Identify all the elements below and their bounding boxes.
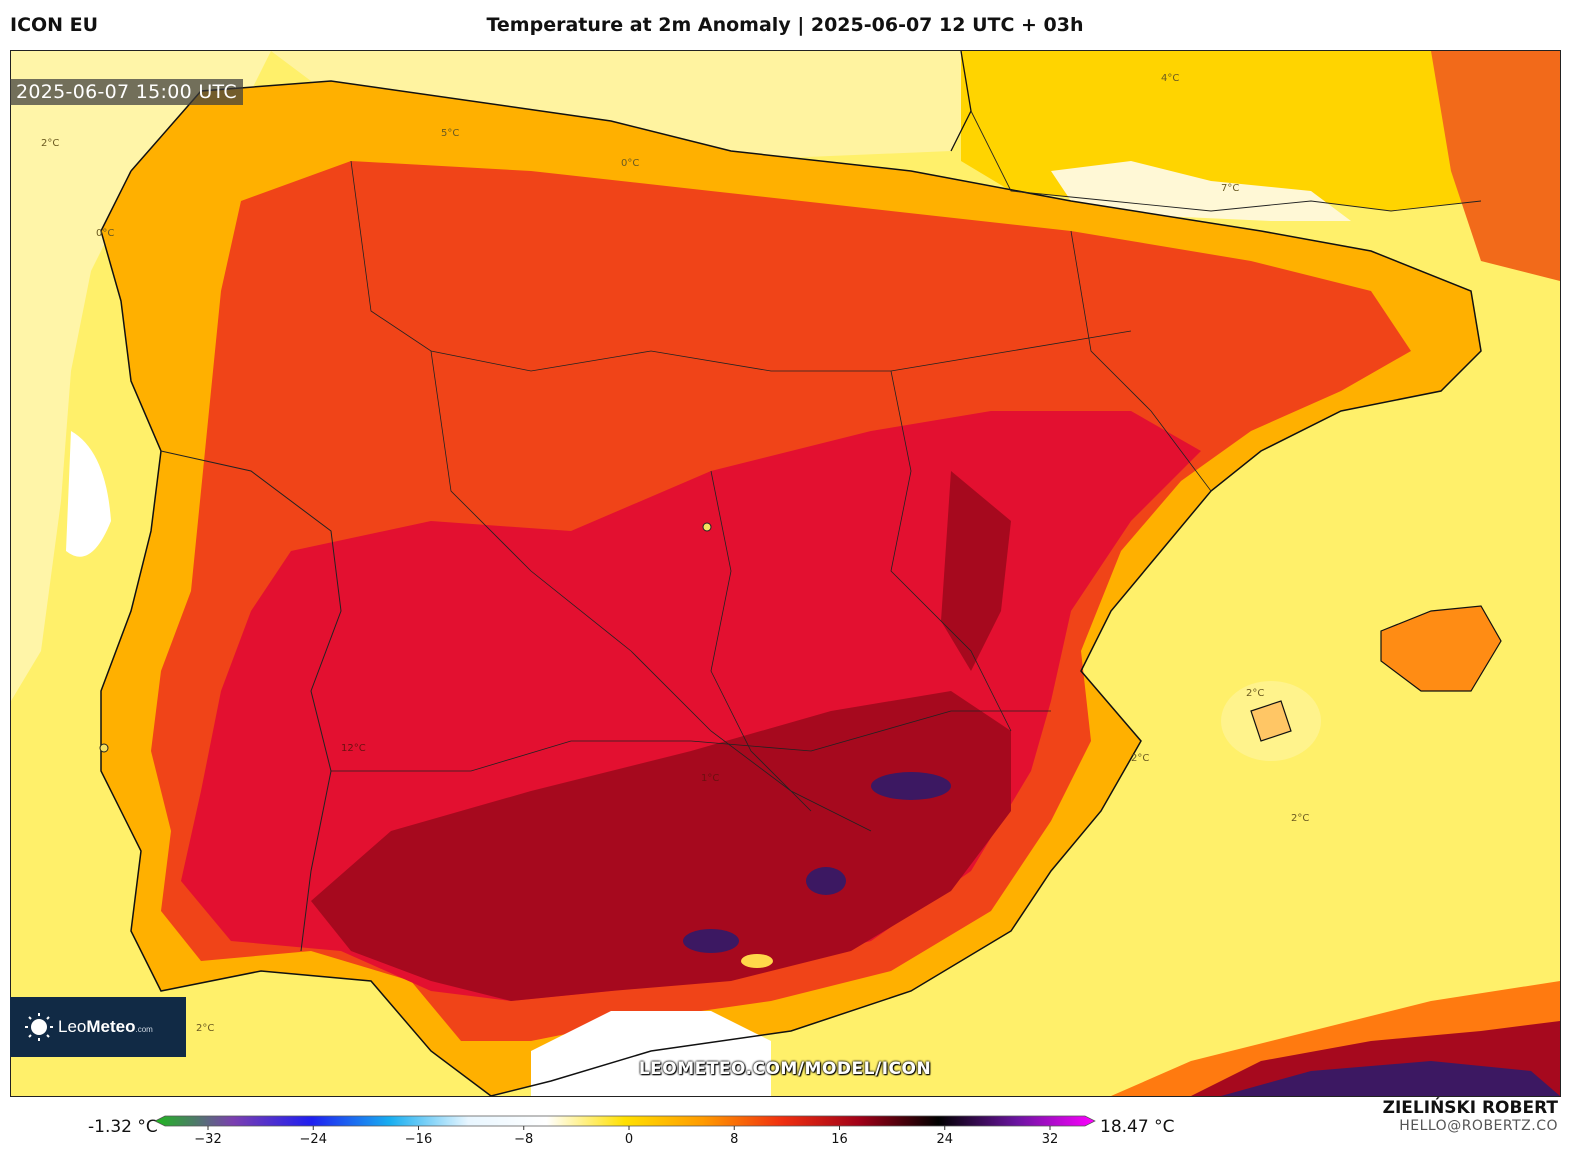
contour-label: 2°C — [1131, 753, 1149, 764]
author-name: ZIELIŃSKI ROBERT — [1382, 1098, 1558, 1118]
cool-spot — [741, 954, 773, 968]
source-watermark: LEOMETEO.COM/MODEL/ICON — [638, 1059, 932, 1079]
colorbar-tick-label: 0 — [625, 1132, 633, 1146]
region-border — [1070, 230, 1212, 492]
contour-label: 2°C — [1291, 813, 1309, 824]
colorbar-tick-label: 32 — [1042, 1132, 1059, 1146]
contour-label: 2°C — [41, 138, 59, 149]
balearic-halo — [1221, 681, 1321, 761]
city-marker-madrid — [702, 522, 712, 532]
extreme-patch — [683, 929, 739, 953]
coastline — [130, 80, 1482, 1096]
ibiza-coast — [1250, 700, 1292, 742]
valid-time-badge: 2025-06-07 15:00 UTC — [10, 79, 243, 105]
mallorca — [1381, 606, 1501, 691]
hottest-south — [311, 691, 1011, 1001]
mallorca-coast — [1380, 605, 1502, 692]
colorbar-tick-label: 8 — [730, 1132, 738, 1146]
colorbar-max-label: 18.47 °C — [1100, 1117, 1175, 1137]
map-area[interactable]: 2°C 0°C 4°C 5°C 2°C 2°C 2°C 2°C 12°C 1°C… — [10, 50, 1561, 1097]
contour-label: 2°C — [196, 1023, 214, 1034]
contour-label: 2°C — [1246, 688, 1264, 699]
logo-text: LeoMeteo.com — [58, 1017, 153, 1036]
coastline — [100, 170, 492, 1096]
colorbar-tick-label: −32 — [194, 1132, 221, 1146]
hottest-east — [941, 471, 1011, 671]
leometeo-logo[interactable]: LeoMeteo.com — [10, 997, 186, 1057]
extreme-patch — [806, 867, 846, 895]
author-credit: ZIELIŃSKI ROBERT HELLO@ROBERTZ.CO — [1383, 1098, 1558, 1134]
colorbar: −32 −24 −16 −8 0 8 16 24 32 — [150, 1104, 1100, 1150]
contour-label: 4°C — [1161, 73, 1179, 84]
contour-label: 0°C — [621, 158, 639, 169]
alboran-cool — [531, 1011, 771, 1096]
model-name: ICON EU — [10, 14, 99, 36]
pyrenees-cool — [1051, 161, 1351, 221]
contour-label: 7°C — [1221, 183, 1239, 194]
colorbar-gradient — [154, 1115, 1096, 1127]
city-marker-lisbon — [99, 743, 109, 753]
biscay-zone — [271, 51, 971, 161]
colorbar-tick-label: 24 — [936, 1132, 953, 1146]
colorbar-tick-label: −24 — [300, 1132, 327, 1146]
extreme-patch — [871, 772, 951, 800]
atlantic-zone — [11, 51, 271, 701]
border-france — [970, 110, 1482, 212]
author-email[interactable]: HELLO@ROBERTZ.CO — [1399, 1118, 1558, 1134]
sun-icon — [24, 1012, 54, 1042]
border-portugal — [160, 450, 342, 952]
contour-label: 5°C — [441, 128, 459, 139]
colorbar-min-label: -1.32 °C — [88, 1117, 158, 1137]
contour-label: 0°C — [96, 228, 114, 239]
colorbar-tick-label: −16 — [405, 1132, 432, 1146]
colorbar-tick-label: −8 — [514, 1132, 533, 1146]
contour-label: 1°C — [701, 773, 719, 784]
colorbar-tick-label: 16 — [831, 1132, 848, 1146]
contour-label: 12°C — [341, 743, 366, 754]
atlantic-cool-patch — [66, 431, 111, 557]
region-border — [350, 160, 1132, 372]
region-border — [331, 710, 1051, 772]
anomaly-map: 2°C 0°C 4°C 5°C 2°C 2°C 2°C 2°C 12°C 1°C… — [11, 51, 1560, 1096]
africa-extreme — [1221, 1061, 1560, 1096]
map-title: Temperature at 2m Anomaly | 2025-06-07 1… — [486, 14, 1084, 36]
region-border — [710, 470, 812, 812]
france-se-warm — [1431, 51, 1560, 281]
region-border — [890, 370, 1012, 732]
